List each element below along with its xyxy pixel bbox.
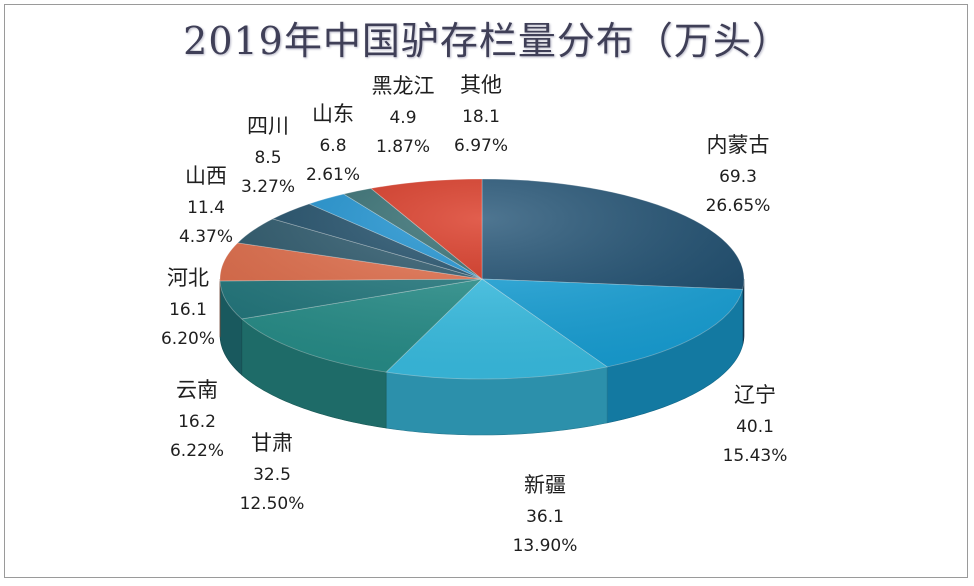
slice-甘肃-percent-label: 12.50% xyxy=(240,494,305,514)
slice-山西-name-label: 山西 xyxy=(185,164,227,188)
slice-山东-value-label: 6.8 xyxy=(319,136,346,156)
slice-辽宁-value-label: 40.1 xyxy=(736,417,774,437)
slice-内蒙古-label: 内蒙古 69.3 26.65% xyxy=(706,133,771,216)
slice-内蒙古-name-label: 内蒙古 xyxy=(707,133,770,157)
slice-甘肃-value-label: 32.5 xyxy=(253,465,291,485)
slice-黑龙江-percent-label: 1.87% xyxy=(376,137,430,157)
slice-新疆-percent-label: 13.90% xyxy=(513,536,578,556)
slice-山西-percent-label: 4.37% xyxy=(179,227,233,247)
pie-slices xyxy=(219,178,745,380)
slice-四川-name-label: 四川 xyxy=(247,114,289,138)
chart-title: 2019年中国驴存栏量分布（万头） xyxy=(183,19,791,63)
slice-河北-value-label: 16.1 xyxy=(169,300,207,320)
slice-内蒙古-percent-label: 26.65% xyxy=(706,196,771,216)
slice-河北-name-label: 河北 xyxy=(167,266,209,290)
slice-山东-name-label: 山东 xyxy=(312,102,354,126)
slice-辽宁-percent-label: 15.43% xyxy=(723,446,788,466)
slice-云南-label: 云南 16.2 6.22% xyxy=(170,378,224,461)
slice-云南-value-label: 16.2 xyxy=(178,412,216,432)
slice-甘肃-name-label: 甘肃 xyxy=(251,431,293,455)
slice-云南-percent-label: 6.22% xyxy=(170,441,224,461)
slice-四川-label: 四川 8.5 3.27% xyxy=(241,114,295,197)
slice-四川-percent-label: 3.27% xyxy=(241,177,295,197)
slice-辽宁-label: 辽宁 40.1 15.43% xyxy=(723,383,788,466)
slice-新疆-label: 新疆 36.1 13.90% xyxy=(513,473,578,556)
slice-山东-percent-label: 2.61% xyxy=(306,165,360,185)
slice-内蒙古-value-label: 69.3 xyxy=(719,167,757,187)
slice-甘肃-label: 甘肃 32.5 12.50% xyxy=(240,431,305,514)
slice-山东-label: 山东 6.8 2.61% xyxy=(306,102,360,185)
slice-河北-label: 河北 16.1 6.20% xyxy=(161,266,215,349)
slice-新疆-name-label: 新疆 xyxy=(524,473,566,497)
slice-山西-value-label: 11.4 xyxy=(187,198,225,218)
slice-山西-label: 山西 11.4 4.37% xyxy=(179,164,233,247)
slice-其他-percent-label: 6.97% xyxy=(454,136,508,156)
slice-其他-label: 其他 18.1 6.97% xyxy=(454,73,508,156)
slice-黑龙江-value-label: 4.9 xyxy=(389,108,416,128)
slice-黑龙江-label: 黑龙江 4.9 1.87% xyxy=(372,74,435,157)
slice-四川-value-label: 8.5 xyxy=(254,148,281,168)
slice-云南-name-label: 云南 xyxy=(176,378,218,402)
slice-黑龙江-name-label: 黑龙江 xyxy=(372,74,435,98)
slice-其他-value-label: 18.1 xyxy=(462,107,500,127)
slice-其他-name-label: 其他 xyxy=(460,73,502,97)
slice-河北-percent-label: 6.20% xyxy=(161,329,215,349)
slice-辽宁-name-label: 辽宁 xyxy=(734,383,776,407)
slice-新疆-value-label: 36.1 xyxy=(526,507,564,527)
pie-labels: 内蒙古 69.3 26.65% 辽宁 40.1 15.43% 新疆 36.1 13.90% 甘肃 3… xyxy=(161,73,787,556)
